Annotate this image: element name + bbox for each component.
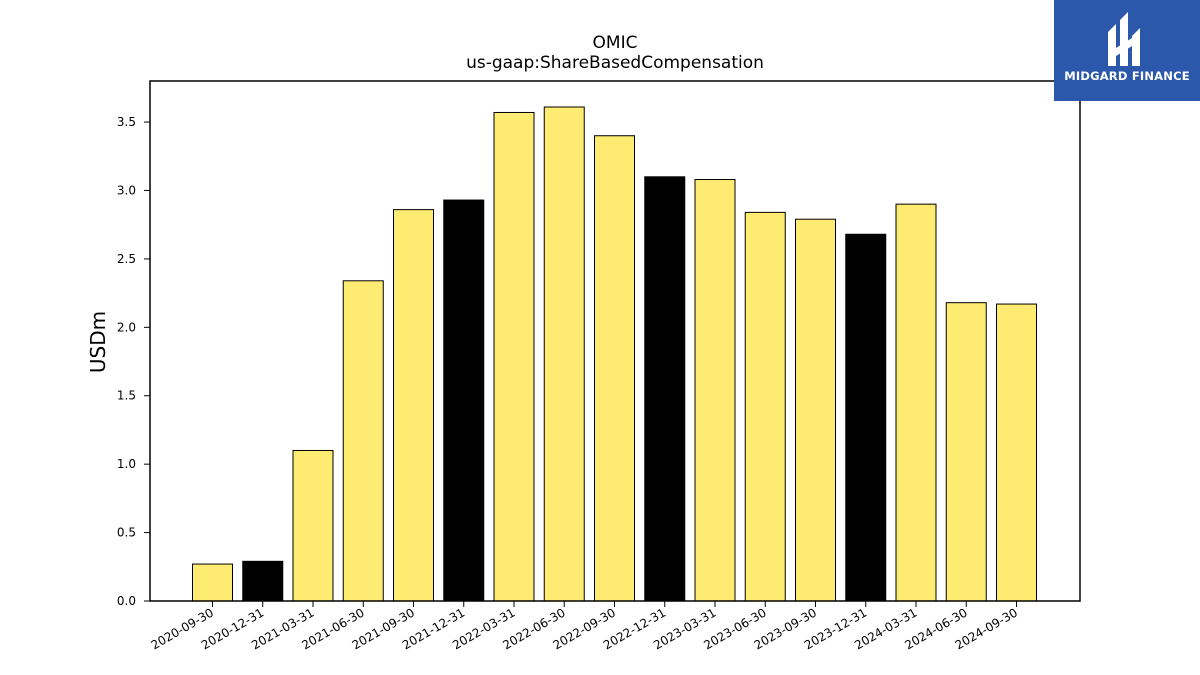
- bar-2023-12-31: [845, 233, 887, 602]
- bar-2022-12-31: [644, 176, 686, 602]
- y-tick-label: 2.0: [117, 320, 136, 334]
- bar-2020-09-30: [192, 563, 233, 602]
- bar-2024-09-30: [996, 303, 1037, 602]
- midgard-logo-icon: [1108, 12, 1140, 66]
- bar-2022-03-31: [493, 111, 535, 602]
- bar-2023-03-31: [694, 179, 736, 602]
- y-tick-label: 2.5: [117, 252, 136, 266]
- bar-2022-06-30: [543, 106, 585, 602]
- bar-2023-06-30: [744, 211, 786, 602]
- bar-2021-06-30: [342, 280, 384, 602]
- y-tick-label: 1.0: [117, 457, 136, 471]
- bar-2023-09-30: [795, 218, 836, 602]
- chart-subtitle: us-gaap:ShareBasedCompensation: [466, 53, 764, 73]
- y-tick-label: 1.5: [117, 389, 136, 403]
- bar-2022-09-30: [594, 135, 635, 602]
- logo-text: MIDGARD FINANCE: [1064, 69, 1190, 83]
- bar-2021-12-31: [443, 199, 485, 602]
- bar-2024-06-30: [945, 302, 987, 602]
- midgard-finance-logo: MIDGARD FINANCE: [1054, 0, 1200, 101]
- y-tick-label: 3.5: [117, 115, 136, 129]
- plot-frame: [149, 80, 1081, 602]
- y-axis-label: USDm: [86, 311, 110, 373]
- y-tick-label: 3.0: [117, 183, 136, 197]
- bar-2021-09-30: [393, 209, 434, 602]
- bar-2020-12-31: [242, 560, 284, 602]
- y-axis: 0.0 0.5 1.0 1.5 2.0 2.5 3.0 3.5: [117, 115, 150, 608]
- x-axis: 2020-09-302020-12-312021-03-312021-06-30…: [149, 601, 1020, 652]
- bar-2021-03-31: [292, 449, 334, 602]
- y-tick-label: 0.0: [117, 594, 136, 608]
- bars-group: [192, 106, 1037, 602]
- bar-2024-03-31: [895, 203, 937, 602]
- chart-title: OMIC: [593, 33, 638, 53]
- y-tick-label: 0.5: [117, 526, 136, 540]
